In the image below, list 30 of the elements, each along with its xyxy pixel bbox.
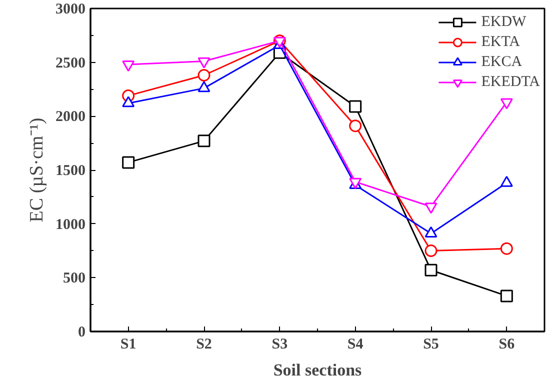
point bbox=[424, 264, 438, 276]
y-tick-label: 0 bbox=[78, 324, 86, 340]
point bbox=[198, 81, 210, 92]
y-tick-label: 1000 bbox=[56, 216, 86, 233]
x-tick-label: S5 bbox=[423, 336, 439, 352]
point bbox=[122, 156, 135, 169]
y-tick-label: 3000 bbox=[56, 2, 86, 18]
x-tick-label: S6 bbox=[498, 336, 516, 352]
y-tick-label: 2500 bbox=[56, 55, 86, 72]
point bbox=[349, 120, 362, 132]
x-tick-label: S3 bbox=[272, 336, 288, 352]
x-axis-title: Soil sections bbox=[273, 360, 362, 380]
y-axis-title: EC (µS·cm⁻¹) bbox=[26, 118, 48, 222]
x-tick-label: S4 bbox=[347, 336, 364, 352]
x-tick-label: S2 bbox=[196, 336, 212, 352]
x-tick-label: S1 bbox=[120, 336, 136, 352]
point bbox=[198, 134, 210, 148]
y-tick-label: 500 bbox=[63, 270, 86, 287]
point bbox=[500, 242, 513, 255]
point bbox=[198, 69, 210, 82]
point bbox=[349, 100, 362, 113]
point bbox=[424, 244, 438, 257]
legend-label: EKTA bbox=[481, 34, 520, 50]
legend-label: EKDW bbox=[481, 14, 526, 30]
legend-label: EKCA bbox=[481, 54, 522, 70]
point bbox=[500, 290, 513, 302]
y-tick-label: 2000 bbox=[56, 109, 86, 126]
point bbox=[198, 57, 210, 68]
y-tick-label: 1500 bbox=[56, 163, 86, 179]
legend-label: EKEDTA bbox=[481, 74, 540, 90]
